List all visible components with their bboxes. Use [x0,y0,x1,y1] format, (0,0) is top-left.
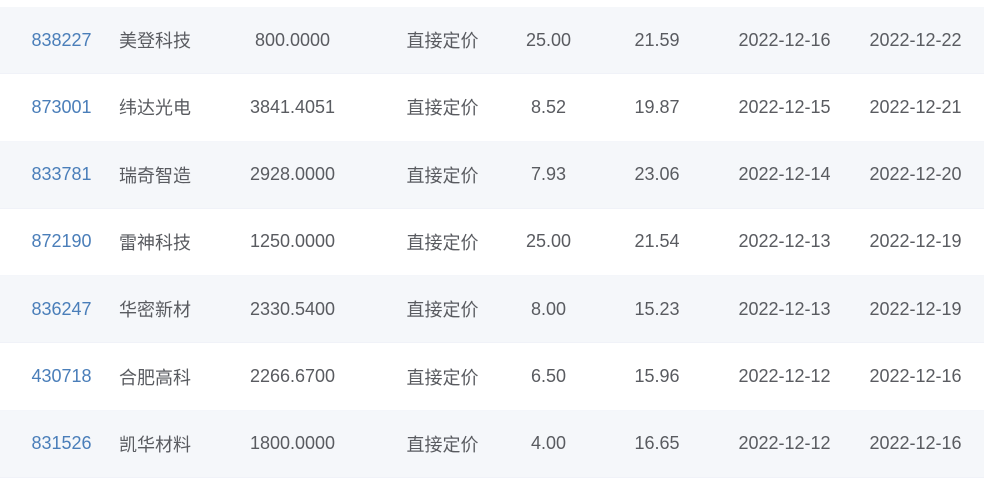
table-row: 430718 合肥高科 2266.6700 直接定价 6.50 15.96 20… [0,343,984,411]
issue-price-cell: 4.00 [530,433,567,454]
pricing-method-cell: 直接定价 [406,98,479,119]
stock-code-link[interactable]: 430718 [31,366,92,387]
table-row: 831526 凯华材料 1800.0000 直接定价 4.00 16.65 20… [0,410,984,478]
pricing-method-cell: 直接定价 [406,300,479,321]
stock-name-cell: 华密新材 [119,300,191,321]
table-top-strip [0,0,984,7]
issue-amount-cell: 2266.6700 [249,366,336,387]
stock-code-link[interactable]: 873001 [31,96,92,117]
issue-price-cell: 8.52 [530,96,567,117]
date-1-cell: 2022-12-16 [738,29,831,50]
stock-code-cell: 831526 [0,433,105,454]
pe-ratio-cell: 21.54 [634,231,680,252]
stock-code-link[interactable]: 836247 [31,298,92,319]
pe-ratio-cell: 23.06 [634,164,680,185]
date-1-cell: 2022-12-13 [738,298,831,319]
date-2-cell: 2022-12-19 [869,231,962,252]
date-1-cell: 2022-12-14 [738,164,831,185]
table-row: 873001 纬达光电 3841.4051 直接定价 8.52 19.87 20… [0,74,984,142]
table-row: 872190 雷神科技 1250.0000 直接定价 25.00 21.54 2… [0,208,984,277]
stock-code-cell: 833781 [0,164,105,185]
pricing-method-cell: 直接定价 [406,165,479,186]
pe-ratio-cell: 15.96 [634,366,680,387]
stock-code-link[interactable]: 833781 [31,164,92,185]
issue-amount-cell: 1250.0000 [249,231,336,252]
date-1-cell: 2022-12-12 [738,433,831,454]
issue-amount-cell: 800.0000 [254,29,331,50]
pricing-method-cell: 直接定价 [406,31,479,52]
stock-name-cell: 纬达光电 [119,98,191,119]
pe-ratio-cell: 19.87 [634,96,680,117]
stock-code-link[interactable]: 831526 [31,433,92,454]
table-row: 833781 瑞奇智造 2928.0000 直接定价 7.93 23.06 20… [0,141,984,209]
stock-code-link[interactable]: 838227 [31,29,92,50]
stock-code-cell: 872190 [0,231,105,252]
stock-code-cell: 838227 [0,30,105,51]
stock-code-cell: 836247 [0,299,105,320]
stock-name-cell: 合肥高科 [119,367,191,388]
date-1-cell: 2022-12-15 [738,96,831,117]
issue-price-cell: 8.00 [530,298,567,319]
issue-price-cell: 7.93 [530,164,567,185]
issue-price-cell: 25.00 [525,29,572,50]
pe-ratio-cell: 15.23 [634,298,680,319]
date-1-cell: 2022-12-12 [738,366,831,387]
stock-code-cell: 430718 [0,366,105,387]
issue-price-cell: 25.00 [525,231,572,252]
pricing-method-cell: 直接定价 [406,367,479,388]
issue-amount-cell: 1800.0000 [249,433,336,454]
pricing-method-cell: 直接定价 [406,434,479,455]
stock-code-link[interactable]: 872190 [31,231,92,252]
date-2-cell: 2022-12-20 [869,164,962,185]
date-2-cell: 2022-12-22 [869,29,962,50]
table-row: 838227 美登科技 800.0000 直接定价 25.00 21.59 20… [0,7,984,75]
date-2-cell: 2022-12-16 [869,433,962,454]
stock-code-cell: 873001 [0,97,105,118]
date-2-cell: 2022-12-16 [869,366,962,387]
pricing-method-cell: 直接定价 [406,232,479,253]
date-2-cell: 2022-12-21 [869,96,962,117]
table-row: 836247 华密新材 2330.5400 直接定价 8.00 15.23 20… [0,276,984,344]
issue-amount-cell: 3841.4051 [249,96,336,117]
date-2-cell: 2022-12-19 [869,298,962,319]
pe-ratio-cell: 21.59 [634,29,680,50]
stock-name-cell: 美登科技 [119,31,191,52]
stock-name-cell: 凯华材料 [119,434,191,455]
issue-amount-cell: 2330.5400 [249,298,336,319]
stock-name-cell: 瑞奇智造 [119,165,191,186]
stock-name-cell: 雷神科技 [119,232,191,253]
issue-price-cell: 6.50 [530,366,567,387]
date-1-cell: 2022-12-13 [738,231,831,252]
pe-ratio-cell: 16.65 [634,433,680,454]
issue-amount-cell: 2928.0000 [249,164,336,185]
